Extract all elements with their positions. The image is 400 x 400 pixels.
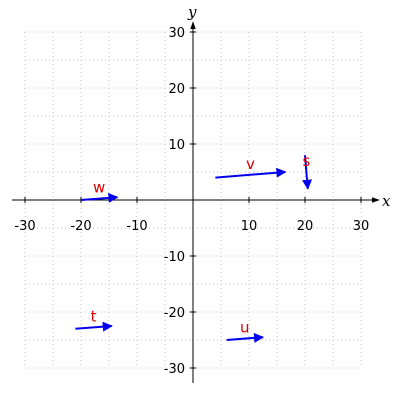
y-axis-label: y — [187, 3, 197, 21]
y-tick-label: -30 — [164, 362, 185, 377]
vector-w-arrow — [80, 192, 119, 203]
x-tick-label: 10 — [241, 219, 258, 234]
x-axis-label: x — [382, 192, 391, 210]
vector-v-arrow — [215, 167, 287, 179]
vector-u-arrow — [226, 332, 264, 343]
vector-s: s — [302, 152, 313, 190]
vector-t-arrow — [75, 321, 113, 332]
vector-w: w — [80, 179, 119, 203]
x-tick-label: 30 — [353, 219, 370, 234]
y-tick-label: -10 — [164, 250, 185, 265]
y-tick-label: 20 — [168, 82, 185, 97]
x-tick-label: -20 — [70, 219, 91, 234]
vector-u-label: u — [240, 319, 250, 337]
y-tick-label: 10 — [168, 138, 185, 153]
vector-v-label: v — [246, 155, 255, 173]
tick-labels: -30 -20 -10 10 20 30 -30 -20 -10 10 20 30 — [14, 26, 369, 377]
x-tick-label: 20 — [297, 219, 314, 234]
vector-s-label: s — [302, 152, 310, 170]
vector-v: v — [215, 155, 287, 179]
x-tick-label: -30 — [14, 219, 35, 234]
y-tick-label: 30 — [168, 26, 185, 41]
vector-t: t — [75, 307, 113, 332]
vector-t-label: t — [91, 307, 97, 325]
vector-u: u — [226, 319, 264, 343]
vector-s-arrow — [302, 155, 313, 190]
axes — [12, 21, 380, 383]
vector-w-label: w — [93, 179, 105, 197]
x-tick-label: -10 — [126, 219, 147, 234]
vectors: v s w t u — [75, 152, 313, 343]
y-tick-label: -20 — [164, 306, 185, 321]
